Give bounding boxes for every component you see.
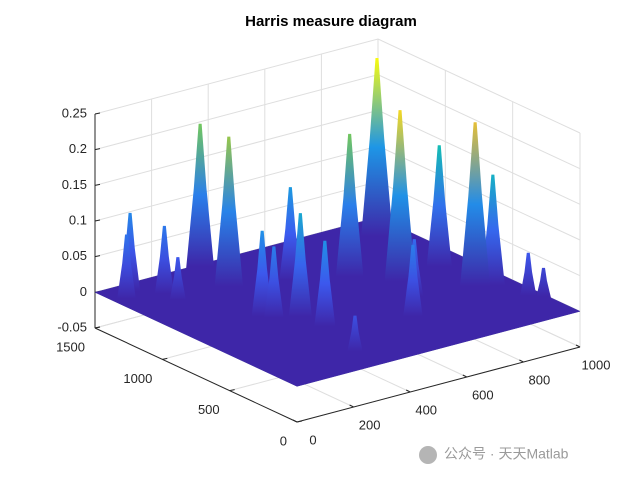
x-tick	[349, 404, 354, 408]
x-axis	[296, 346, 581, 423]
surface-peak	[459, 122, 491, 289]
z-tick	[94, 255, 101, 258]
y-tick-label: 1000	[123, 371, 152, 386]
surface-peak	[314, 240, 336, 329]
z-tick-label: 0.05	[62, 248, 87, 263]
watermark-icon	[419, 446, 437, 464]
surface-peak	[263, 246, 284, 320]
z-tick	[94, 219, 101, 222]
x-tick	[462, 374, 468, 378]
x-tick-label: 1000	[582, 357, 611, 372]
y-tick	[296, 420, 303, 423]
x-tick	[575, 344, 581, 348]
x-tick-label: 200	[359, 417, 381, 432]
watermark-text: 公众号 · 天天Matlab	[444, 446, 569, 462]
surface-peak	[154, 225, 175, 296]
surface-peak	[116, 234, 137, 301]
surface-peak	[214, 136, 244, 289]
grid-line	[94, 38, 581, 134]
z-tick-label: 0	[80, 284, 87, 299]
surface-peak	[346, 315, 363, 354]
x-tick	[405, 389, 411, 393]
surface-floor	[94, 217, 581, 387]
z-tick	[94, 183, 101, 186]
surface-peak	[186, 123, 215, 269]
surface-peak	[360, 57, 393, 239]
x-tick-label: 800	[529, 372, 551, 387]
surface-peak	[519, 252, 537, 298]
z-tick-label: -0.05	[57, 319, 87, 334]
y-tick-label: 0	[280, 433, 287, 448]
y-tick	[94, 326, 101, 329]
y-tick	[162, 357, 168, 360]
surface-peak	[426, 145, 453, 269]
chart-title: Harris measure diagram	[245, 13, 417, 30]
x-tick-label: 600	[472, 387, 494, 402]
y-tick-label: 1500	[56, 339, 85, 354]
surface-peak	[535, 267, 552, 299]
x-tick-label: 0	[309, 432, 316, 447]
z-tick-label: 0.2	[69, 141, 87, 156]
y-tick	[229, 389, 235, 392]
grid-line	[94, 109, 581, 205]
surface-peak	[169, 257, 187, 302]
z-tick-label: 0.15	[62, 177, 87, 192]
x-tick	[292, 419, 298, 423]
y-axis	[94, 327, 298, 423]
watermark: 公众号 · 天天Matlab	[419, 446, 569, 464]
surface-peak	[384, 110, 416, 284]
z-tick-label: 0.25	[62, 105, 87, 120]
grid-line	[94, 145, 581, 241]
grid-line	[94, 74, 581, 170]
y-tick-label: 500	[198, 402, 220, 417]
surface-peak	[402, 244, 423, 319]
z-tick	[94, 148, 101, 151]
plot-area: -0.05 0 0.05 0.1 0.15 0.2 0.25 0 200 400 600 800 100…	[56, 38, 611, 448]
x-tick	[519, 359, 524, 363]
z-tick-label: 0.1	[69, 212, 87, 227]
x-tick-label: 400	[415, 402, 437, 417]
surface-peak	[335, 133, 364, 279]
surface-peak	[288, 213, 313, 319]
z-tick	[94, 112, 101, 115]
